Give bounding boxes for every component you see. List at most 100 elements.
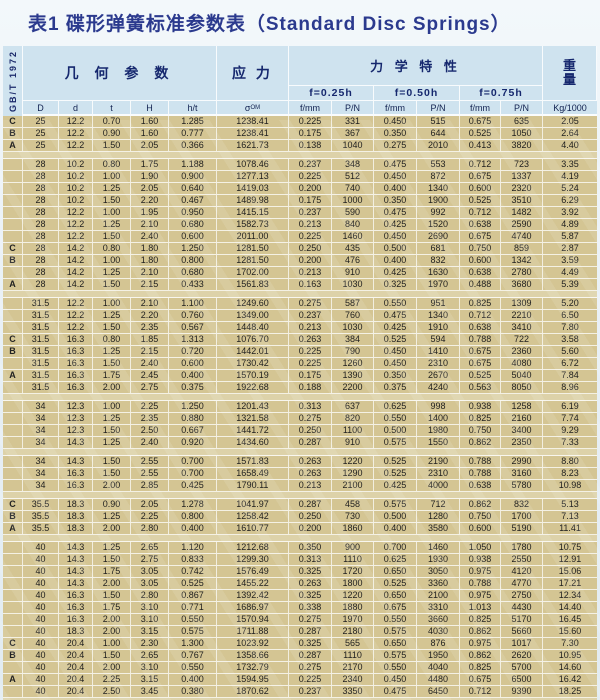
table-cell: 0.575 [374, 437, 417, 448]
series-letter-cell [3, 602, 23, 613]
table-row: 40 14.3 1.75 3.05 0.742 1576.49 0.325 1720 0.650… [3, 566, 597, 578]
table-cell: 0.475 [374, 310, 417, 321]
table-cell: 1.25 [93, 310, 131, 321]
table-cell: 2340 [332, 674, 374, 685]
table-cell: 0.425 [374, 322, 417, 333]
table-cell: 331 [332, 116, 374, 127]
table-cell: 1.50 [93, 358, 131, 369]
table-cell: 0.175 [289, 195, 332, 206]
table-cell: 1570.94 [217, 614, 289, 625]
table-cell: 3.05 [131, 578, 169, 589]
group-separator-row [3, 394, 597, 401]
table-cell: 2360 [501, 346, 543, 357]
series-letter-cell [3, 468, 23, 479]
table-cell: 4030 [417, 626, 460, 637]
series-letter-cell: B [3, 511, 23, 522]
series-letter-cell: A [3, 279, 23, 290]
series-letter-cell [3, 578, 23, 589]
table-cell: 0.650 [374, 566, 417, 577]
table-cell: 25 [23, 116, 59, 127]
table-cell: 0.550 [374, 413, 417, 424]
col-p75-header: P/N [501, 101, 543, 116]
table-row: 40 16.3 1.75 3.10 0.771 1686.97 0.338 1880 0.675… [3, 602, 597, 614]
series-letter-cell [3, 480, 23, 491]
table-cell: 12.34 [558, 590, 582, 600]
table-cell: 5.60 [561, 346, 579, 356]
table-cell: 3.10 [131, 602, 169, 613]
table-cell: 3.05 [131, 566, 169, 577]
table-row: 28 12.2 1.00 1.95 0.950 1415.15 0.237 590 0.475 9… [3, 207, 597, 219]
table-cell: 1110 [332, 650, 374, 661]
table-cell: 40 [23, 662, 59, 673]
table-cell: 4040 [417, 662, 460, 673]
table-cell: 3160 [501, 468, 543, 479]
series-letter-cell [3, 183, 23, 194]
table-cell: 2.65 [131, 650, 169, 661]
table-cell: 2.55 [131, 456, 169, 467]
table-cell: 8.96 [561, 382, 579, 392]
table-cell: 0.400 [374, 255, 417, 266]
table-cell: 2.05 [561, 116, 579, 126]
table-cell: 0.80 [93, 334, 131, 345]
table-cell: 0.163 [289, 279, 332, 290]
series-letter-cell [3, 322, 23, 333]
table-cell: 2.87 [561, 243, 579, 253]
table-row: 28 14.2 1.25 2.10 0.680 1702.00 0.213 910 0.425 1… [3, 267, 597, 279]
table-cell: 0.563 [460, 382, 501, 393]
deflection-050h-header: f=0.50h [374, 86, 460, 101]
table-cell: 0.862 [460, 650, 501, 661]
table-cell: 0.375 [169, 382, 217, 393]
table-cell: 16.3 [59, 370, 93, 381]
table-cell: 1.50 [93, 468, 131, 479]
table-cell: 0.862 [460, 437, 501, 448]
table-cell: 0.600 [169, 358, 217, 369]
table-cell: 34 [23, 456, 59, 467]
table-cell: 14.3 [59, 566, 93, 577]
table-cell: 681 [417, 243, 460, 254]
table-cell: 3.15 [131, 626, 169, 637]
col-f75-header: f/mm [460, 101, 501, 116]
table-cell: 1017 [501, 638, 543, 649]
table-cell: 1100 [332, 425, 374, 436]
table-row: 34 12.3 1.25 2.35 0.880 1321.58 0.275 820 0.550 1… [3, 413, 597, 425]
table-cell: 0.350 [374, 195, 417, 206]
table-cell: 0.263 [289, 334, 332, 345]
table-cell: 1078.46 [217, 159, 289, 170]
table-cell: 712 [417, 499, 460, 510]
table-cell: 0.525 [460, 370, 501, 381]
table-cell: 40 [23, 650, 59, 661]
series-letter-cell [3, 626, 23, 637]
table-cell: 6.50 [561, 310, 579, 320]
table-row: 40 16.3 2.00 3.10 0.550 1570.94 0.275 1970 0.550… [3, 614, 597, 626]
table-row: 34 14.3 1.25 2.40 0.920 1434.60 0.287 910 0.575 1… [3, 437, 597, 449]
table-cell: 1730.42 [217, 358, 289, 369]
table-cell: 1482 [501, 207, 543, 218]
table-cell: 0.225 [289, 116, 332, 127]
table-cell: 0.450 [374, 116, 417, 127]
table-cell: 3510 [501, 195, 543, 206]
table-cell: 0.825 [460, 413, 501, 424]
table-cell: 0.400 [169, 370, 217, 381]
table-cell: 28 [23, 279, 59, 290]
group-separator-row [3, 152, 597, 159]
table-cell: 458 [332, 499, 374, 510]
series-letter-cell [3, 401, 23, 412]
series-letter-cell: A [3, 370, 23, 381]
table-cell: 0.825 [460, 614, 501, 625]
table-cell: 0.433 [169, 279, 217, 290]
table-cell: 25 [23, 140, 59, 151]
table-cell: 1.250 [169, 401, 217, 412]
table-cell: 1040 [332, 140, 374, 151]
table-cell: 1.50 [93, 195, 131, 206]
series-letter-cell [3, 195, 23, 206]
table-cell: 3.59 [561, 255, 579, 265]
table-cell: 34 [23, 425, 59, 436]
table-cell: 1.00 [93, 638, 131, 649]
table-cell: 0.237 [289, 686, 332, 697]
table-cell: 2320 [501, 183, 543, 194]
table-cell: 1630 [417, 267, 460, 278]
table-cell: 12.2 [59, 140, 93, 151]
weight-header: 重量 [543, 46, 597, 101]
table-cell: 1.60 [131, 116, 169, 127]
table-cell: 1277.13 [217, 171, 289, 182]
